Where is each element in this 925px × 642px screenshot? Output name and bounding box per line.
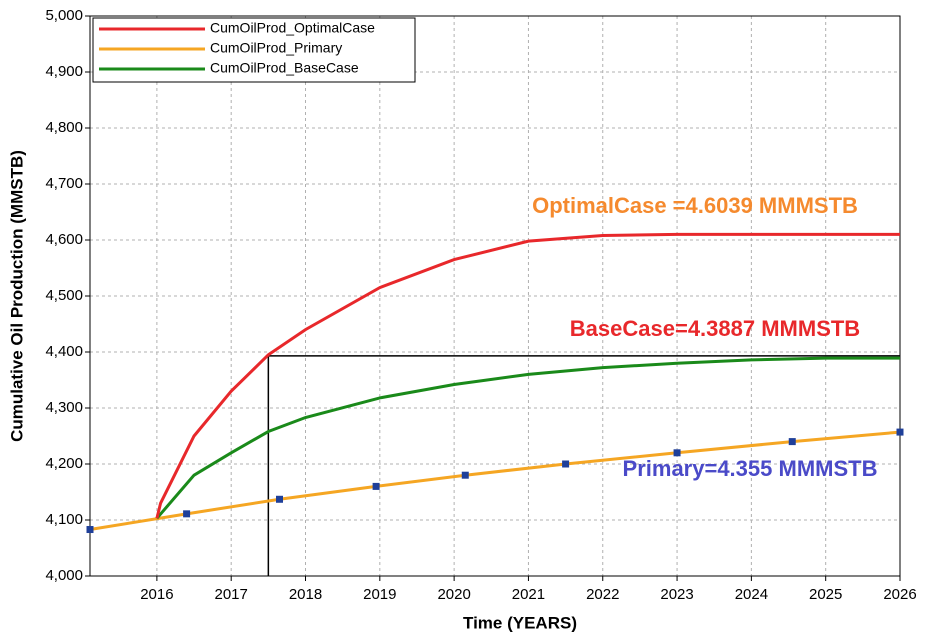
y-tick-label: 4,800 [45,119,83,136]
series-marker [673,449,681,457]
y-tick-label: 4,900 [45,63,83,80]
series-marker [372,482,380,490]
x-tick-label: 2024 [735,586,768,603]
annotation: BaseCase=4.3887 MMMSTB [570,316,860,341]
x-tick-label: 2016 [140,586,173,603]
y-tick-label: 5,000 [45,7,83,24]
series-marker [896,428,904,436]
series-marker [183,510,191,518]
y-tick-label: 4,700 [45,175,83,192]
y-axis-label: Cumulative Oil Production (MMSTB) [7,150,26,442]
series-marker [275,495,283,503]
y-tick-label: 4,400 [45,343,83,360]
legend-label: CumOilProd_OptimalCase [210,20,375,36]
x-tick-label: 2023 [660,586,693,603]
x-tick-label: 2021 [512,586,545,603]
annotation: OptimalCase =4.6039 MMMSTB [532,193,858,218]
series-line [155,232,900,519]
legend-label: CumOilProd_Primary [210,40,342,56]
annotation: Primary=4.355 MMMSTB [623,456,878,481]
y-tick-label: 4,200 [45,455,83,472]
y-tick-label: 4,100 [45,511,83,528]
x-tick-label: 2025 [809,586,842,603]
series-marker [86,526,94,534]
y-tick-label: 4,500 [45,287,83,304]
series-marker [788,438,796,446]
series-line [155,356,900,520]
x-tick-label: 2026 [883,586,916,603]
x-axis-label: Time (YEARS) [463,613,577,632]
plot-frame [89,15,901,577]
y-tick-label: 4,600 [45,231,83,248]
x-tick-label: 2019 [363,586,396,603]
x-tick-label: 2018 [289,586,322,603]
legend-label: CumOilProd_BaseCase [210,60,359,76]
x-tick-label: 2020 [437,586,470,603]
series-marker [461,471,469,479]
y-tick-label: 4,000 [45,567,83,584]
x-tick-label: 2017 [215,586,248,603]
series-marker [562,460,570,468]
y-tick-label: 4,300 [45,399,83,416]
x-tick-label: 2022 [586,586,619,603]
